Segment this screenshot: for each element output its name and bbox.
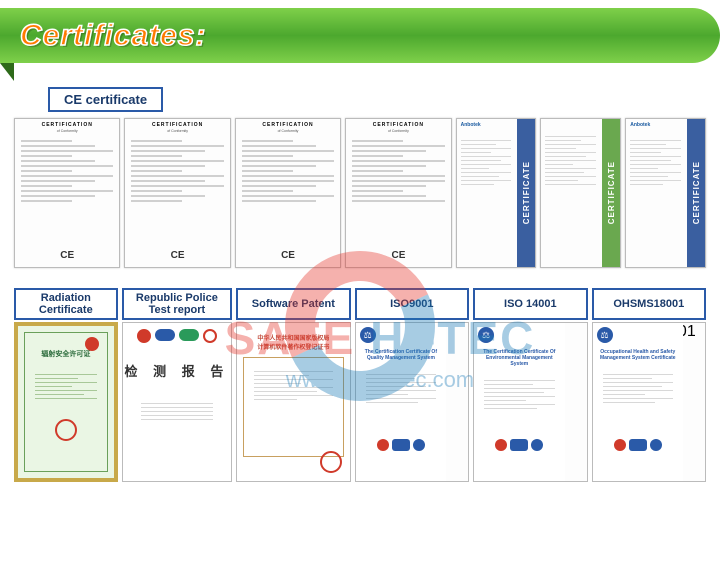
ce-cert-2: CERTIFICATION of Conformity CE [124,118,230,268]
badge-icon [495,439,507,451]
ce-cert-1: CERTIFICATION of Conformity CE [14,118,120,268]
badge-icon [614,439,626,451]
badge-icon [377,439,389,451]
label-republic: Republic Police Test report [122,288,233,320]
cert-heading: CERTIFICATION [346,119,450,129]
label-ohsms18001: OHSMS18001 [592,288,706,320]
brand-label: Anbotek [630,122,650,128]
iaf-badges [495,439,543,451]
ohsms-certificate: OHSMS18001 ⚖ Occupational Health and Saf… [592,322,706,482]
scales-icon: ⚖ [478,327,494,343]
cert-heading: CERTIFICATION [15,119,119,129]
cert-sideband: CERTIFICATE [687,119,705,267]
iso14001-certificate: ISO 14001 ⚖ The Certification Certificat… [473,322,587,482]
red-seal-icon [85,337,99,351]
report-title: 检 测 报 告 [123,361,232,380]
badge-icon [413,439,425,451]
cert-heading: CERTIFICATION [125,119,229,129]
software-patent: 中华人民共和国国家版权局计算机软件著作权登记证书 [236,322,350,482]
republic-police-report: 检 测 报 告 [122,322,233,482]
row2-labels: Radiation Certificate Republic Police Te… [0,288,720,320]
scales-icon: ⚖ [597,327,613,343]
stamp-icon [320,451,342,473]
badge-icon [179,329,199,341]
badge-icon [650,439,662,451]
radiation-certificate: 辐射安全许可证 [14,322,118,482]
ce-cert-4: CERTIFICATION of Conformity CE [345,118,451,268]
vertical-cert-3: CERTIFICATE Anbotek [625,118,706,268]
iso-title: The Certification Certificate Of Environ… [480,349,558,367]
patent-body [243,357,343,457]
iso9001-certificate: ISO 9001 ⚖ The Certification Certificate… [355,322,469,482]
ce-cert-3: CERTIFICATION of Conformity CE [235,118,341,268]
badge-icon [392,439,410,451]
accreditation-badges [123,323,232,343]
badge-icon [510,439,528,451]
sideband-text: CERTIFICATE [522,161,531,224]
iaf-badges [614,439,662,451]
badge-icon [531,439,543,451]
iso-title: The Certification Certificate Of Quality… [362,349,440,361]
vertical-cert-2: CERTIFICATE [540,118,621,268]
iso-title: Occupational Health and Safety Managemen… [599,349,677,361]
cert-sideband: CERTIFICATE [602,119,620,267]
cert-heading: CERTIFICATION [236,119,340,129]
row2-certs: 辐射安全许可证 检 测 报 告 中华人民共和国国家版权局计算机软件著作权登记证书… [0,320,720,484]
sideband-text: CERTIFICATE [607,161,616,224]
label-iso14001: ISO 14001 [473,288,587,320]
label-iso9001: ISO9001 [355,288,469,320]
ce-cert-row: CERTIFICATION of Conformity CE CERTIFICA… [0,116,720,270]
cert-sideband: CERTIFICATE [517,119,535,267]
label-radiation: Radiation Certificate [14,288,118,320]
certificates-banner: Certificates: [0,8,720,63]
label-software-patent: Software Patent [236,288,350,320]
scales-icon: ⚖ [360,327,376,343]
brand-label: Anbotek [461,122,481,128]
badge-icon [629,439,647,451]
ce-mark-icon: CE [60,250,74,261]
vertical-cert-1: CERTIFICATE Anbotek [456,118,537,268]
patent-header: 中华人民共和国国家版权局计算机软件著作权登记证书 [237,333,349,351]
ce-mark-icon: CE [391,250,405,261]
badge-icon [203,329,217,343]
ce-mark-icon: CE [281,250,295,261]
sideband-text: CERTIFICATE [692,161,701,224]
badge-icon [137,329,151,343]
iaf-badges [377,439,425,451]
banner-title: Certificates: [20,19,206,53]
badge-icon [155,329,175,341]
ce-mark-icon: CE [171,250,185,261]
stamp-icon [55,419,77,441]
label-ce-certificate: CE certificate [48,87,163,112]
